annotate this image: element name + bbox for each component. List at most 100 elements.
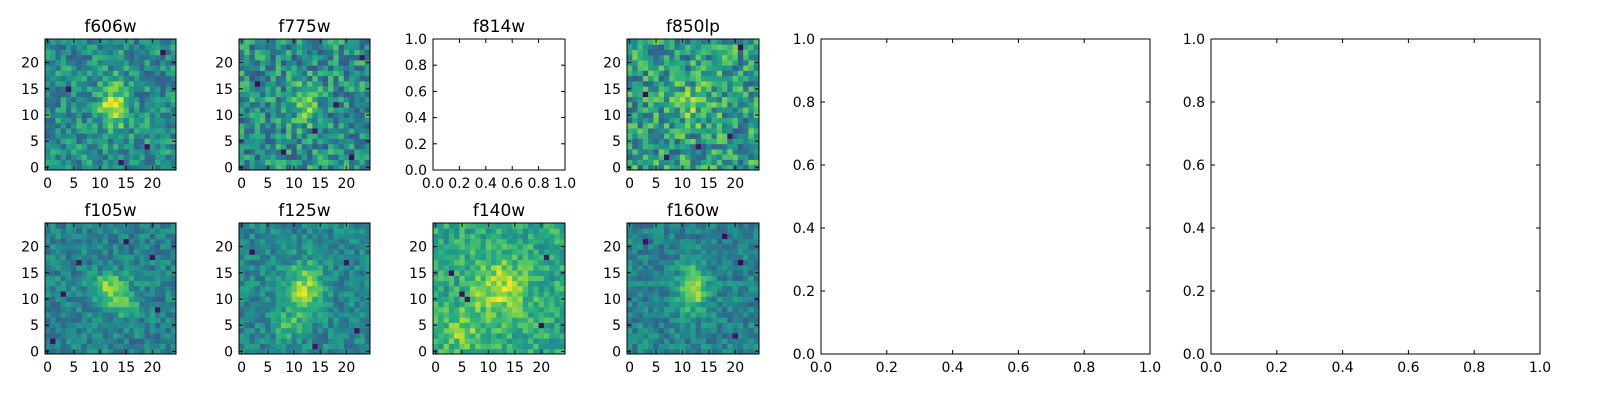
heatmap-cell	[732, 285, 739, 292]
heatmap-cell	[155, 233, 161, 240]
heatmap-cell	[118, 54, 124, 61]
heatmap-cell	[727, 243, 733, 250]
heatmap-cell	[706, 44, 712, 50]
heatmap-cell	[317, 343, 324, 350]
heatmap-cell	[97, 238, 104, 245]
heatmap-cell	[748, 138, 755, 145]
heatmap-cell	[160, 243, 166, 250]
heatmap-cell	[627, 338, 633, 344]
heatmap-cell	[690, 280, 697, 287]
heatmap-cell	[149, 233, 156, 240]
heatmap-cell	[554, 338, 561, 344]
heatmap-cell	[364, 70, 371, 77]
heatmap-cell	[86, 138, 93, 145]
heatmap-cell	[359, 107, 366, 113]
heatmap-cell	[312, 154, 318, 160]
heatmap-cell	[485, 285, 492, 292]
heatmap-cell	[679, 285, 686, 292]
heatmap-cell	[485, 317, 492, 323]
heatmap-cell	[286, 70, 292, 77]
heatmap-cell	[50, 322, 56, 329]
heatmap-cell	[239, 317, 245, 323]
heatmap-cell	[349, 49, 355, 56]
heatmap-cell	[286, 343, 292, 350]
heatmap-cell	[55, 96, 62, 103]
heatmap-cell	[55, 39, 62, 45]
heatmap-cell	[259, 333, 266, 339]
heatmap-cell	[737, 86, 744, 92]
heatmap-cell	[669, 149, 675, 155]
heatmap-cell	[716, 228, 723, 234]
heatmap-cell	[249, 275, 256, 282]
heatmap-cell	[632, 233, 638, 240]
heatmap-cell	[92, 75, 98, 82]
heatmap-cell	[674, 338, 681, 344]
heatmap-cell	[113, 65, 119, 71]
heatmap-cell	[149, 285, 156, 292]
heatmap-cell	[134, 301, 140, 308]
heatmap-cell	[533, 285, 539, 292]
heatmap-cell	[512, 264, 518, 271]
heatmap-cell	[86, 343, 93, 350]
heatmap-cell	[239, 96, 245, 103]
heatmap-cell	[139, 138, 145, 145]
heatmap-cell	[81, 49, 88, 56]
heatmap-cell	[55, 264, 62, 271]
heatmap-cell	[632, 86, 638, 92]
heatmap-cell	[286, 327, 292, 334]
heatmap-cell	[275, 233, 282, 240]
heatmap-cell	[50, 91, 56, 98]
heatmap-cell	[469, 270, 476, 276]
heatmap-cell	[301, 322, 308, 329]
heatmap-cell	[669, 80, 675, 87]
heatmap-cell	[349, 306, 355, 313]
heatmap-cell	[102, 133, 109, 139]
heatmap-cell	[280, 259, 287, 266]
heatmap-cell	[491, 270, 497, 276]
heatmap-cell	[690, 91, 697, 98]
heatmap-cell	[118, 138, 124, 145]
heatmap-cell	[307, 228, 313, 234]
heatmap-cell	[265, 296, 271, 302]
heatmap-cell	[711, 143, 718, 150]
heatmap-cell	[533, 343, 539, 350]
heatmap-cell	[118, 39, 124, 45]
heatmap-cell	[669, 133, 675, 139]
heatmap-cell	[71, 44, 77, 50]
heatmap-cell	[113, 243, 119, 250]
heatmap-cell	[291, 101, 298, 108]
heatmap-cell	[97, 75, 104, 82]
heatmap-cell	[438, 254, 444, 261]
heatmap-cell	[71, 322, 77, 329]
heatmap-cell	[433, 343, 439, 350]
heatmap-cell	[433, 264, 439, 271]
heatmap-cell	[76, 96, 83, 103]
heatmap-cell	[685, 164, 691, 171]
heatmap-cell	[307, 54, 313, 61]
heatmap-cell	[642, 154, 649, 160]
heatmap-cell	[270, 122, 277, 129]
heatmap-cell	[165, 301, 172, 308]
y-tick-label: 0.2	[1183, 284, 1205, 300]
heatmap-cell	[291, 291, 298, 297]
heatmap-cell	[438, 238, 444, 245]
heatmap-cell	[338, 306, 345, 313]
heatmap-cell	[259, 306, 266, 313]
heatmap-cell	[45, 96, 51, 103]
heatmap-cell	[155, 254, 161, 261]
heatmap-cell	[658, 44, 665, 50]
heatmap-cell	[301, 223, 308, 229]
heatmap-cell	[76, 101, 83, 108]
heatmap-cell	[328, 301, 334, 308]
heatmap-cell	[663, 312, 670, 318]
heatmap-cell	[674, 112, 681, 118]
heatmap-cell	[653, 254, 660, 261]
heatmap-cell	[711, 96, 718, 103]
heatmap-cell	[732, 117, 739, 124]
heatmap-cell	[76, 122, 83, 129]
heatmap-cell	[528, 249, 534, 255]
heatmap-cell	[144, 91, 151, 98]
heatmap-cell	[86, 291, 93, 297]
heatmap-cell	[259, 327, 266, 334]
heatmap-cell	[364, 275, 371, 282]
